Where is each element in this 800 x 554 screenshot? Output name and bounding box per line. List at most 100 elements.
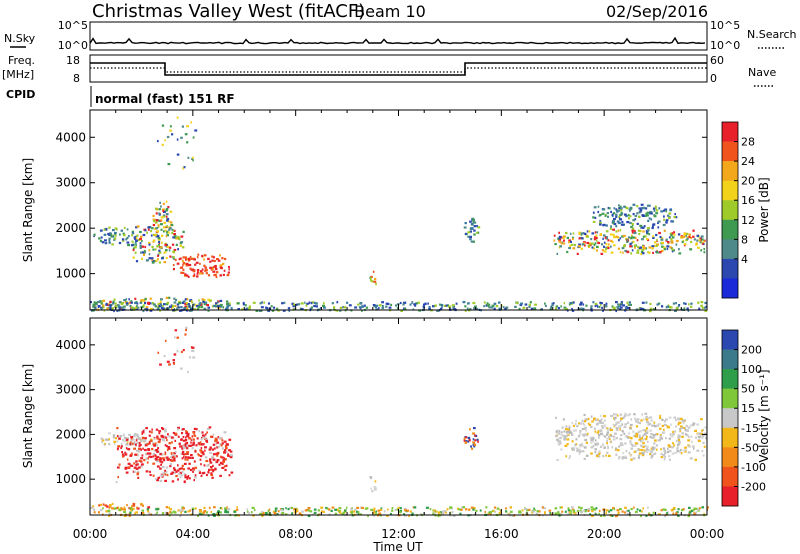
echo-cell [584,420,587,423]
echo-cell [155,221,158,224]
echo-cell [581,419,584,422]
echo-cell [174,450,177,453]
echo-cell [189,437,191,440]
echo-cell [587,417,590,421]
echo-cell [188,456,191,459]
echo-cell [165,456,169,459]
echo-cell [146,452,150,455]
echo-cell [181,301,185,304]
echo-cell [351,510,354,513]
echo-cell [128,514,131,517]
echo-cell [192,159,194,162]
echo-cell [577,245,581,248]
echo-cell [177,426,180,429]
echo-cell [534,303,537,306]
echo-cell [219,274,222,277]
echo-cell [197,253,200,256]
echo-cell [158,438,161,441]
echo-cell [155,227,159,230]
echo-cell [172,268,175,271]
echo-cell [100,307,103,310]
echo-cell [221,447,224,450]
echo-cell [665,238,668,241]
echo-cell [125,303,129,306]
echo-cell [281,302,284,305]
echo-cell [660,437,663,440]
echo-cell [198,471,201,474]
colorbar-tick-label: -15 [741,422,759,435]
echo-cell [161,461,164,464]
echo-cell [544,304,547,307]
echo-cell [571,440,574,443]
echo-cell [225,447,228,450]
echo-cell [149,307,153,310]
echo-cell [610,239,613,242]
echo-cell [553,239,556,242]
echo-cell [152,474,155,477]
echo-cell [582,445,585,448]
echo-cell [206,304,210,307]
echo-cell [520,302,523,305]
echo-cell [647,251,649,254]
echo-cell [583,435,585,438]
echo-cell [190,444,193,447]
echo-cell [602,237,604,240]
echo-cell [212,470,214,473]
echo-cell [566,433,569,436]
echo-cell [178,473,181,476]
echo-cell [610,414,614,417]
echo-cell [684,302,687,305]
x-axis-label: Time UT [372,540,423,554]
echo-cell [204,449,206,452]
echo-cell [177,464,179,467]
echo-cell [313,508,317,511]
echo-cell [617,209,620,212]
echo-cell [557,237,560,240]
echo-cell [161,124,165,127]
echo-cell [132,504,136,507]
echo-cell [98,237,101,240]
echo-cell [686,237,689,240]
echo-cell [181,428,185,431]
echo-cell [576,425,579,428]
echo-cell [192,270,196,273]
echo-region [369,270,377,286]
echo-cell [670,508,674,511]
y-tick-label: 4000 [55,130,86,144]
echo-cell [660,210,664,213]
echo-cell [464,305,467,308]
echo-cell [104,239,107,242]
echo-cell [560,448,563,451]
echo-cell [604,419,606,422]
echo-cell [207,306,211,309]
echo-cell [659,427,662,430]
echo-cell [170,436,174,439]
echo-cell [473,229,476,232]
echo-cell [628,217,630,220]
echo-cell [400,309,403,312]
echo-cell [109,232,112,235]
echo-cell [607,243,610,246]
echo-cell [636,421,640,424]
echo-cell [687,451,691,454]
echo-cell [637,456,640,459]
echo-cell [123,508,126,511]
echo-cell [182,453,186,456]
echo-cell [621,235,625,238]
echo-cell [634,246,636,249]
echo-cell [144,308,147,311]
echo-cell [325,506,328,510]
echo-cell [673,416,677,419]
echo-cell [107,232,110,236]
colorbar-tick-label: -50 [741,441,759,454]
echo-cell [637,245,640,249]
echo-cell [675,302,677,305]
echo-cell [428,307,431,310]
echo-cell [650,218,653,221]
echo-cell [666,245,670,248]
echo-cell [228,268,230,271]
echo-cell [194,474,197,477]
echo-cell [328,508,331,511]
